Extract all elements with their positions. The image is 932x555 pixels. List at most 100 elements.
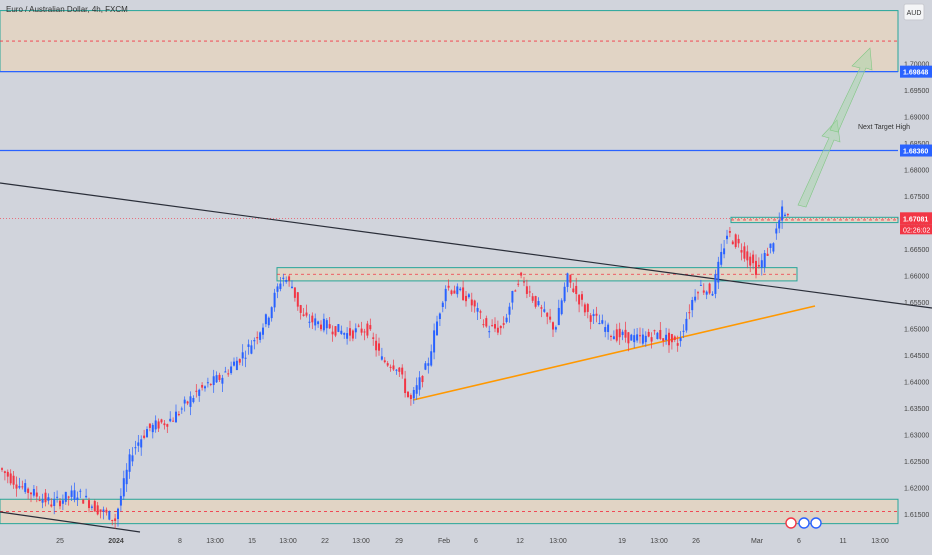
x-tick-label: Mar <box>751 538 764 545</box>
candle-body <box>201 384 204 388</box>
candle-body <box>537 301 540 306</box>
candle-body <box>572 288 575 293</box>
candle-body <box>117 508 119 520</box>
candle-body <box>476 308 479 312</box>
candle-body <box>85 495 88 498</box>
candle-body <box>540 307 543 309</box>
candle-body <box>566 273 569 287</box>
candle-body <box>699 284 702 286</box>
candle-body <box>125 469 128 485</box>
candle-body <box>256 337 259 339</box>
y-tick-label: 1.70000 <box>904 62 929 69</box>
candle-body <box>30 492 32 495</box>
candle-body <box>146 429 148 438</box>
candle-body <box>723 248 726 255</box>
candle-body <box>285 279 288 282</box>
candlestick-series <box>1 200 789 529</box>
candle-body <box>581 294 583 300</box>
candle-body <box>291 286 293 289</box>
y-tick-label: 1.65500 <box>904 300 929 307</box>
candle-body <box>592 314 595 317</box>
y-tick-label: 1.68000 <box>904 168 929 175</box>
x-tick-label: 6 <box>797 538 801 545</box>
candle-body <box>302 314 305 316</box>
x-tick-label: 11 <box>839 538 846 545</box>
candle-body <box>737 238 740 244</box>
candle-body <box>731 241 734 245</box>
x-tick-label: 13:00 <box>650 538 668 545</box>
zone-box <box>0 498 899 525</box>
candle-body <box>212 376 215 386</box>
candle-body <box>114 518 117 521</box>
candle-body <box>262 327 264 335</box>
candle-body <box>398 367 401 372</box>
y-tick-label: 1.62500 <box>904 459 929 466</box>
candle-body <box>143 435 146 438</box>
y-tick-label: 1.69500 <box>904 88 929 95</box>
candle-body <box>154 420 157 430</box>
candle-body <box>705 291 708 295</box>
candle-body <box>734 234 737 248</box>
candle-body <box>598 323 601 325</box>
candle-body <box>531 296 534 301</box>
candle-body <box>44 492 47 503</box>
candle-body <box>375 340 378 351</box>
x-tick-label: 19 <box>618 538 626 545</box>
candle-body <box>169 418 172 422</box>
candle-body <box>293 287 296 298</box>
candle-body <box>270 307 273 319</box>
candle-body <box>755 260 757 275</box>
candle-body <box>235 360 238 371</box>
candle-body <box>647 331 650 337</box>
candle-body <box>726 235 728 240</box>
currency-button[interactable]: AUD <box>903 3 925 21</box>
candle-body <box>56 496 59 498</box>
candle-body <box>743 246 746 259</box>
candle-body <box>6 471 9 477</box>
candle-body <box>70 490 73 498</box>
candle-body <box>502 323 505 325</box>
candle-body <box>444 288 447 302</box>
x-tick-label: 13:00 <box>549 538 567 545</box>
candle-body <box>59 500 61 507</box>
candle-body <box>618 328 621 338</box>
candle-body <box>433 330 436 353</box>
countdown-label: 02:26:02 <box>903 227 930 234</box>
candle-body <box>543 309 546 312</box>
candle-body <box>786 214 789 216</box>
candle-body <box>401 367 404 375</box>
candle-body <box>79 490 82 492</box>
candle-body <box>64 491 67 502</box>
candle-body <box>728 231 731 233</box>
candle-body <box>267 317 270 326</box>
candle-body <box>186 401 189 404</box>
x-tick-label: 13:00 <box>871 538 889 545</box>
candle-body <box>407 391 409 398</box>
candle-body <box>575 285 578 295</box>
candle-body <box>447 285 450 288</box>
candle-body <box>157 421 160 429</box>
x-tick-label: 8 <box>178 538 182 545</box>
candle-body <box>282 277 285 279</box>
candle-body <box>27 488 30 493</box>
candle-body <box>488 331 491 333</box>
candle-body <box>496 327 499 333</box>
candle-body <box>412 389 415 399</box>
candle-body <box>53 499 56 506</box>
x-tick-label: 26 <box>692 538 700 545</box>
x-tick-label: 13:00 <box>279 538 297 545</box>
candle-body <box>778 220 781 229</box>
candle-body <box>12 475 15 485</box>
candle-body <box>50 504 53 507</box>
candle-body <box>499 325 502 329</box>
candle-body <box>633 335 636 343</box>
currency-label: AUD <box>907 10 922 17</box>
candle-body <box>494 324 496 329</box>
price-label-box <box>900 65 932 78</box>
descending-trendline <box>0 182 932 309</box>
event-icon <box>798 517 810 529</box>
candle-body <box>688 312 691 314</box>
candle-body <box>18 486 21 488</box>
